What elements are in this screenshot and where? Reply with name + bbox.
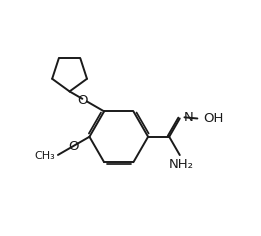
- Text: N: N: [183, 111, 193, 124]
- Text: CH₃: CH₃: [34, 151, 55, 161]
- Text: OH: OH: [203, 112, 224, 125]
- Text: O: O: [77, 94, 88, 107]
- Text: NH₂: NH₂: [168, 158, 193, 171]
- Text: O: O: [68, 140, 79, 153]
